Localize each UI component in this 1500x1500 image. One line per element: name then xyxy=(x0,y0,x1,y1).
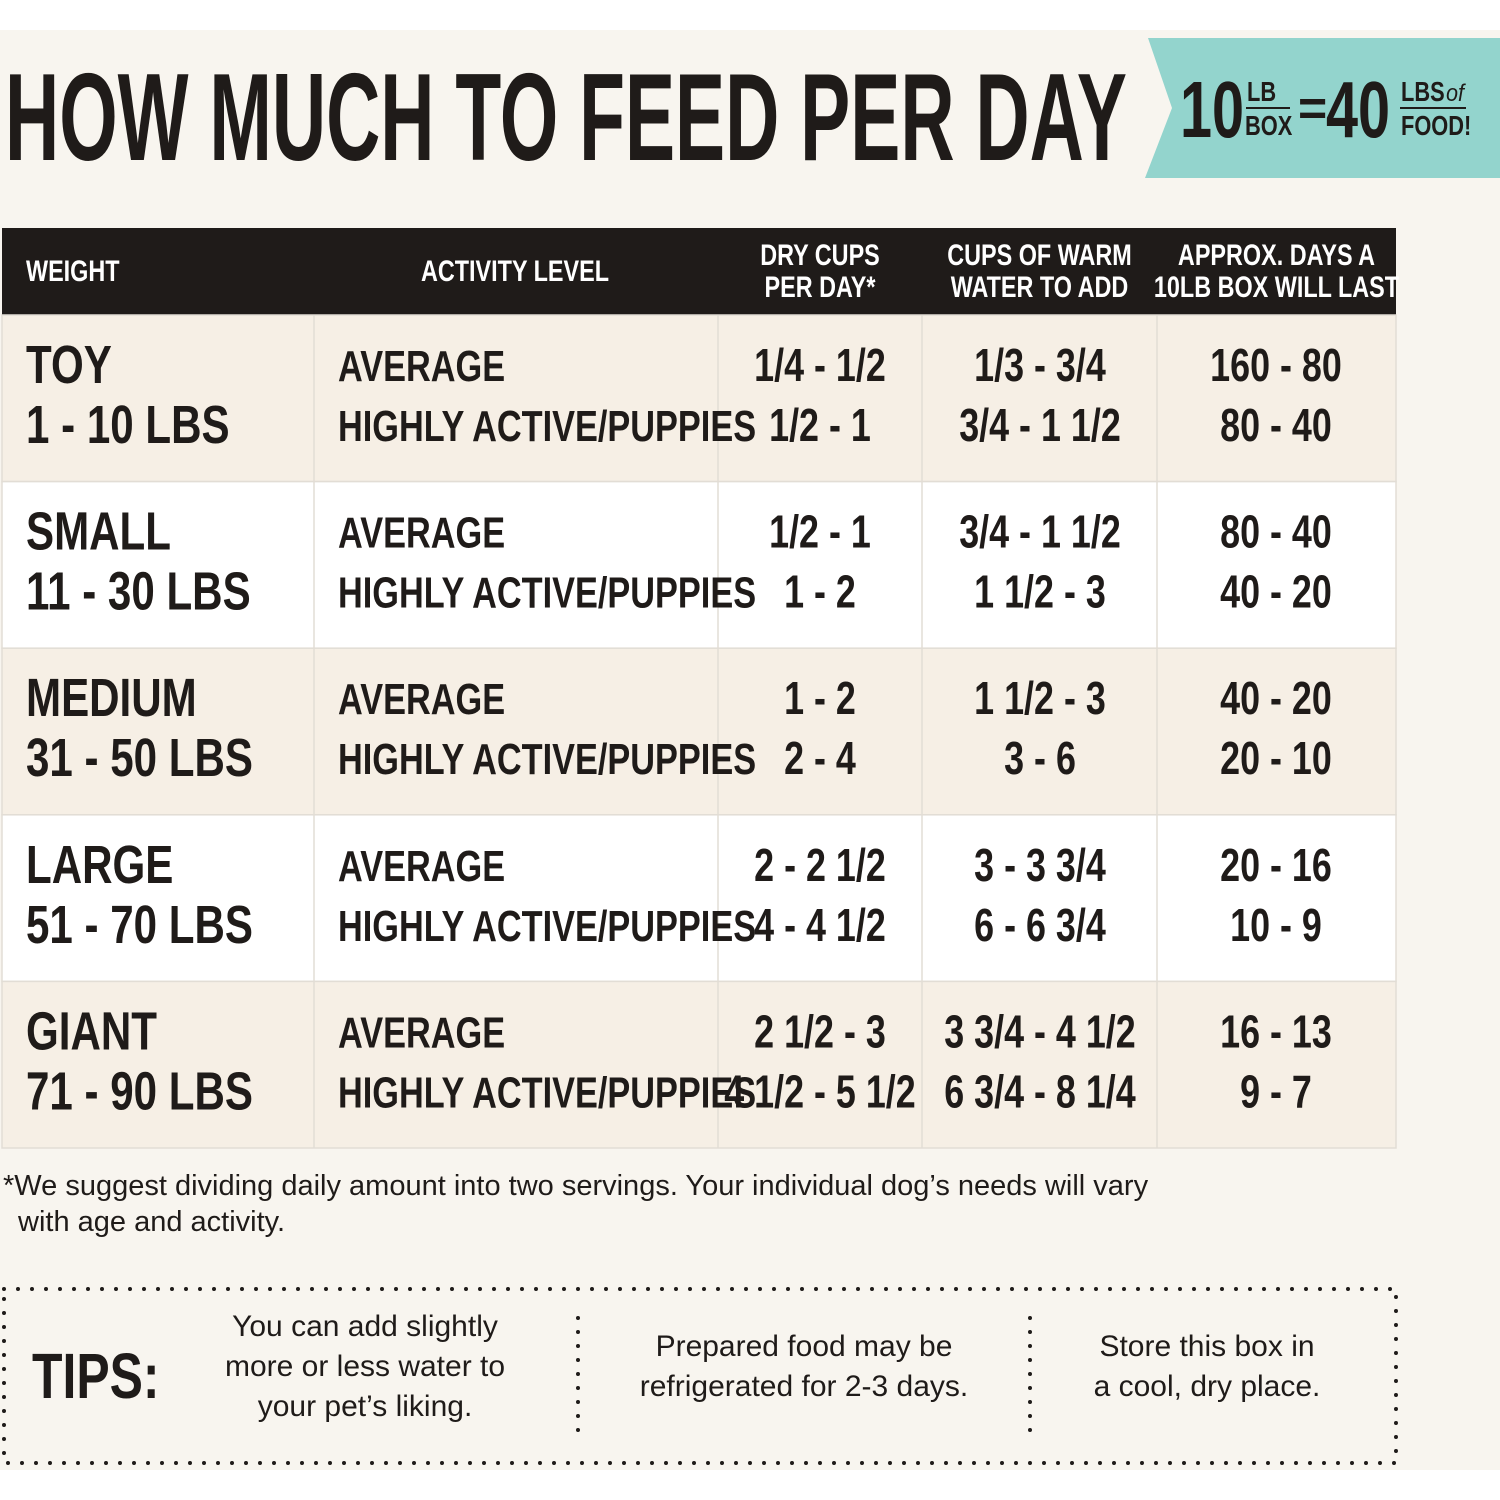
tip-text: more or less water to xyxy=(225,1350,505,1383)
dry-cups: 4 - 4 1/2 xyxy=(754,900,886,951)
badge-number: 40 xyxy=(1326,65,1390,155)
footnote: with age and activity. xyxy=(17,1206,285,1238)
water-cups: 3 - 6 xyxy=(1004,733,1076,784)
table-row-bg xyxy=(1,980,1397,1149)
days-last: 80 - 40 xyxy=(1220,400,1332,451)
days-last: 160 - 80 xyxy=(1210,340,1342,391)
activity-level: AVERAGE xyxy=(338,675,505,724)
water-cups: 6 3/4 - 8 1/4 xyxy=(944,1066,1136,1117)
dry-cups: 1 - 2 xyxy=(784,566,856,617)
water-cups: 3/4 - 1 1/2 xyxy=(959,400,1121,451)
days-last: 9 - 7 xyxy=(1240,1066,1312,1117)
column-header: PER DAY* xyxy=(765,270,876,303)
tip-text: a cool, dry place. xyxy=(1094,1370,1321,1403)
days-last: 40 - 20 xyxy=(1220,673,1332,724)
activity-level: HIGHLY ACTIVE/PUPPIES xyxy=(338,902,756,951)
dry-cups: 1/2 - 1 xyxy=(769,506,871,557)
dry-cups: 1/4 - 1/2 xyxy=(754,340,886,391)
dry-cups: 1 - 2 xyxy=(784,673,856,724)
water-cups: 1/3 - 3/4 xyxy=(974,340,1106,391)
activity-level: AVERAGE xyxy=(338,1008,505,1057)
weight-range: 51 - 70 LBS xyxy=(26,895,253,955)
table-row-bg xyxy=(1,480,1397,649)
badge-unit: LBS xyxy=(1401,76,1445,107)
days-last: 20 - 16 xyxy=(1220,840,1332,891)
activity-level: HIGHLY ACTIVE/PUPPIES xyxy=(338,402,756,451)
badge-unit: FOOD! xyxy=(1401,110,1471,141)
weight-range: 31 - 50 LBS xyxy=(26,728,253,788)
weight-class: LARGE xyxy=(26,835,173,895)
column-header: ACTIVITY LEVEL xyxy=(421,254,609,287)
tip-text: refrigerated for 2-3 days. xyxy=(640,1370,969,1403)
water-cups: 1 1/2 - 3 xyxy=(974,566,1106,617)
weight-range: 11 - 30 LBS xyxy=(26,562,251,622)
title: HOW MUCH TO FEED PER DAY xyxy=(5,49,1127,187)
weight-class: GIANT xyxy=(26,1001,157,1061)
tip-text: Store this box in xyxy=(1099,1330,1314,1363)
days-last: 16 - 13 xyxy=(1220,1006,1332,1057)
days-last: 10 - 9 xyxy=(1230,900,1322,951)
water-cups: 6 - 6 3/4 xyxy=(974,900,1106,951)
badge-unit: LB xyxy=(1247,76,1276,107)
dry-cups: 2 - 4 xyxy=(784,733,856,784)
column-header: 10LB BOX WILL LAST xyxy=(1154,270,1400,303)
table-header-bg xyxy=(2,228,1396,315)
tip-text: Prepared food may be xyxy=(656,1330,953,1363)
days-last: 80 - 40 xyxy=(1220,506,1332,557)
weight-range: 1 - 10 LBS xyxy=(26,395,230,455)
activity-level: HIGHLY ACTIVE/PUPPIES xyxy=(338,569,756,618)
column-header: WEIGHT xyxy=(26,254,120,287)
badge-ribbon xyxy=(1145,38,1500,178)
water-cups: 3 3/4 - 4 1/2 xyxy=(944,1006,1135,1057)
water-cups: 3/4 - 1 1/2 xyxy=(959,506,1121,557)
weight-class: TOY xyxy=(26,335,112,395)
days-last: 40 - 20 xyxy=(1220,566,1332,617)
weight-class: SMALL xyxy=(26,502,171,562)
activity-level: AVERAGE xyxy=(338,509,505,558)
water-cups: 3 - 3 3/4 xyxy=(974,840,1106,891)
column-header: APPROX. DAYS A xyxy=(1178,238,1375,271)
badge-unit: BOX xyxy=(1245,110,1293,141)
badge-number: 10 xyxy=(1180,65,1244,155)
activity-level: AVERAGE xyxy=(338,342,505,391)
tip-text: your pet’s liking. xyxy=(258,1390,473,1423)
weight-range: 71 - 90 LBS xyxy=(26,1061,253,1121)
tip-text: You can add slightly xyxy=(232,1310,498,1343)
tips-label: TIPS: xyxy=(32,1341,160,1412)
badge-equals: = xyxy=(1298,80,1327,136)
activity-level: AVERAGE xyxy=(338,842,505,891)
weight-class: MEDIUM xyxy=(26,668,197,728)
days-last: 20 - 10 xyxy=(1220,733,1332,784)
activity-level: HIGHLY ACTIVE/PUPPIES xyxy=(338,735,756,784)
activity-level: HIGHLY ACTIVE/PUPPIES xyxy=(338,1068,756,1117)
dry-cups: 1/2 - 1 xyxy=(769,400,871,451)
column-header: DRY CUPS xyxy=(760,238,880,271)
footnote: *We suggest dividing daily amount into t… xyxy=(3,1170,1149,1202)
water-cups: 1 1/2 - 3 xyxy=(974,673,1106,724)
column-header: WATER TO ADD xyxy=(951,270,1129,303)
badge-unit: of xyxy=(1446,79,1467,106)
dry-cups: 2 - 2 1/2 xyxy=(754,840,886,891)
dry-cups: 2 1/2 - 3 xyxy=(754,1006,886,1057)
column-header: CUPS OF WARM xyxy=(947,238,1132,271)
dry-cups: 4 1/2 - 5 1/2 xyxy=(724,1066,915,1117)
